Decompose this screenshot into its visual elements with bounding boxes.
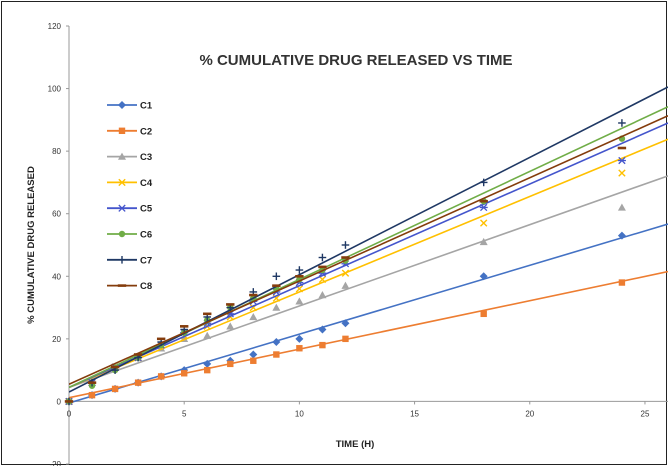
data-point-C5 [617, 156, 626, 165]
legend-swatch-marker [118, 152, 126, 160]
legend-item-C1: C1 [107, 101, 153, 112]
trendline-C4 [69, 138, 668, 389]
legend-swatch-marker [118, 101, 126, 109]
series-C4 [65, 138, 668, 406]
legend-item-C7: C7 [107, 255, 152, 266]
y-tick-label: 120 [48, 22, 62, 31]
legend-label: C8 [140, 281, 152, 292]
data-point-C2 [273, 351, 280, 358]
legend-label: C2 [140, 126, 152, 137]
data-point-C1 [318, 325, 327, 334]
legend-swatch-marker [118, 127, 126, 134]
series-C8 [64, 115, 668, 403]
y-tick-label: 60 [52, 210, 61, 219]
data-point-C3 [272, 303, 281, 311]
data-point-C4 [618, 169, 626, 177]
legend-label: C4 [140, 178, 153, 189]
data-point-C2 [250, 357, 257, 364]
data-point-C7 [618, 119, 626, 127]
data-point-C5 [479, 203, 488, 212]
trendline-C8 [69, 115, 668, 385]
legend-swatch-marker [118, 230, 126, 238]
x-tick-label: 25 [641, 409, 650, 418]
data-point-C3 [318, 291, 327, 299]
data-point-C1 [295, 334, 304, 343]
y-axis-label: % CUMULATIVE DRUG RELEASED [26, 166, 37, 324]
data-point-C7 [272, 272, 281, 281]
legend-label: C1 [140, 101, 153, 112]
y-tick-label: -20 [49, 460, 61, 466]
data-point-C1 [203, 359, 212, 368]
legend-swatch-marker [118, 204, 126, 212]
data-point-C3 [249, 312, 258, 321]
trendline-C5 [69, 122, 668, 389]
data-point-C7 [318, 253, 327, 262]
legend-item-C8: C8 [107, 281, 152, 292]
data-point-C2 [227, 360, 234, 368]
data-point-C4 [341, 269, 350, 277]
legend-label: C3 [140, 152, 152, 163]
trendline-C2 [69, 270, 668, 399]
x-axis-label: TIME (H) [336, 439, 375, 450]
plot-area: -20 0 20 40 60 80 100 120 0 5 10 15 20 25 [48, 22, 668, 466]
trendline-C3 [69, 175, 668, 389]
x-tick-label: 5 [182, 409, 187, 418]
y-tick-label: 40 [52, 272, 61, 281]
data-point-C2 [111, 385, 119, 393]
data-point-C2 [134, 379, 142, 386]
x-tick-label: 10 [295, 409, 304, 418]
y-tick-label: 20 [52, 335, 61, 344]
x-tick-label: 15 [410, 409, 419, 418]
data-point-C2 [157, 373, 165, 380]
legend-item-C3: C3 [107, 152, 152, 163]
y-tick-label: 80 [52, 147, 61, 156]
y-tick-label: 0 [57, 397, 62, 406]
data-point-C2 [88, 391, 96, 399]
x-tick-label: 0 [67, 409, 72, 418]
legend-swatch-marker [118, 256, 126, 264]
legend: C1 C2 C3 C4 C5 C6 C7 C8 [107, 101, 153, 292]
legend-label: C5 [140, 204, 153, 215]
data-point-C2 [342, 335, 349, 343]
data-point-C2 [204, 366, 211, 374]
data-point-C3 [295, 297, 304, 305]
data-point-C1 [272, 337, 281, 346]
data-point-C1 [341, 319, 350, 328]
legend-item-C6: C6 [107, 230, 152, 241]
legend-label: C7 [140, 255, 152, 266]
data-point-C7 [341, 241, 350, 249]
data-point-C2 [319, 341, 326, 349]
x-tick-label: 20 [525, 409, 534, 418]
data-point-C1 [249, 350, 258, 359]
data-point-C3 [203, 331, 212, 339]
data-point-C1 [617, 231, 626, 240]
data-point-C3 [479, 237, 488, 246]
legend-label: C6 [140, 230, 152, 241]
legend-item-C5: C5 [107, 204, 153, 215]
data-point-C2 [618, 279, 626, 286]
data-point-C7 [479, 178, 488, 187]
data-point-C2 [180, 370, 188, 377]
series-C2 [65, 270, 668, 405]
trendline-C7 [69, 86, 668, 393]
legend-item-C4: C4 [107, 178, 153, 189]
data-point-C2 [296, 345, 303, 352]
data-point-C7 [295, 266, 304, 274]
trendline-C1 [69, 223, 668, 404]
data-point-C1 [479, 272, 488, 281]
chart-title: % CUMULATIVE DRUG RELEASED VS TIME [199, 52, 512, 69]
data-point-C3 [226, 322, 235, 330]
legend-item-C2: C2 [107, 126, 152, 137]
data-point-C2 [480, 310, 487, 318]
y-tick-label: 100 [48, 85, 62, 94]
data-point-C3 [341, 281, 350, 289]
data-point-C3 [617, 203, 626, 211]
data-point-C4 [479, 219, 488, 227]
legend-swatch-marker [118, 178, 126, 187]
